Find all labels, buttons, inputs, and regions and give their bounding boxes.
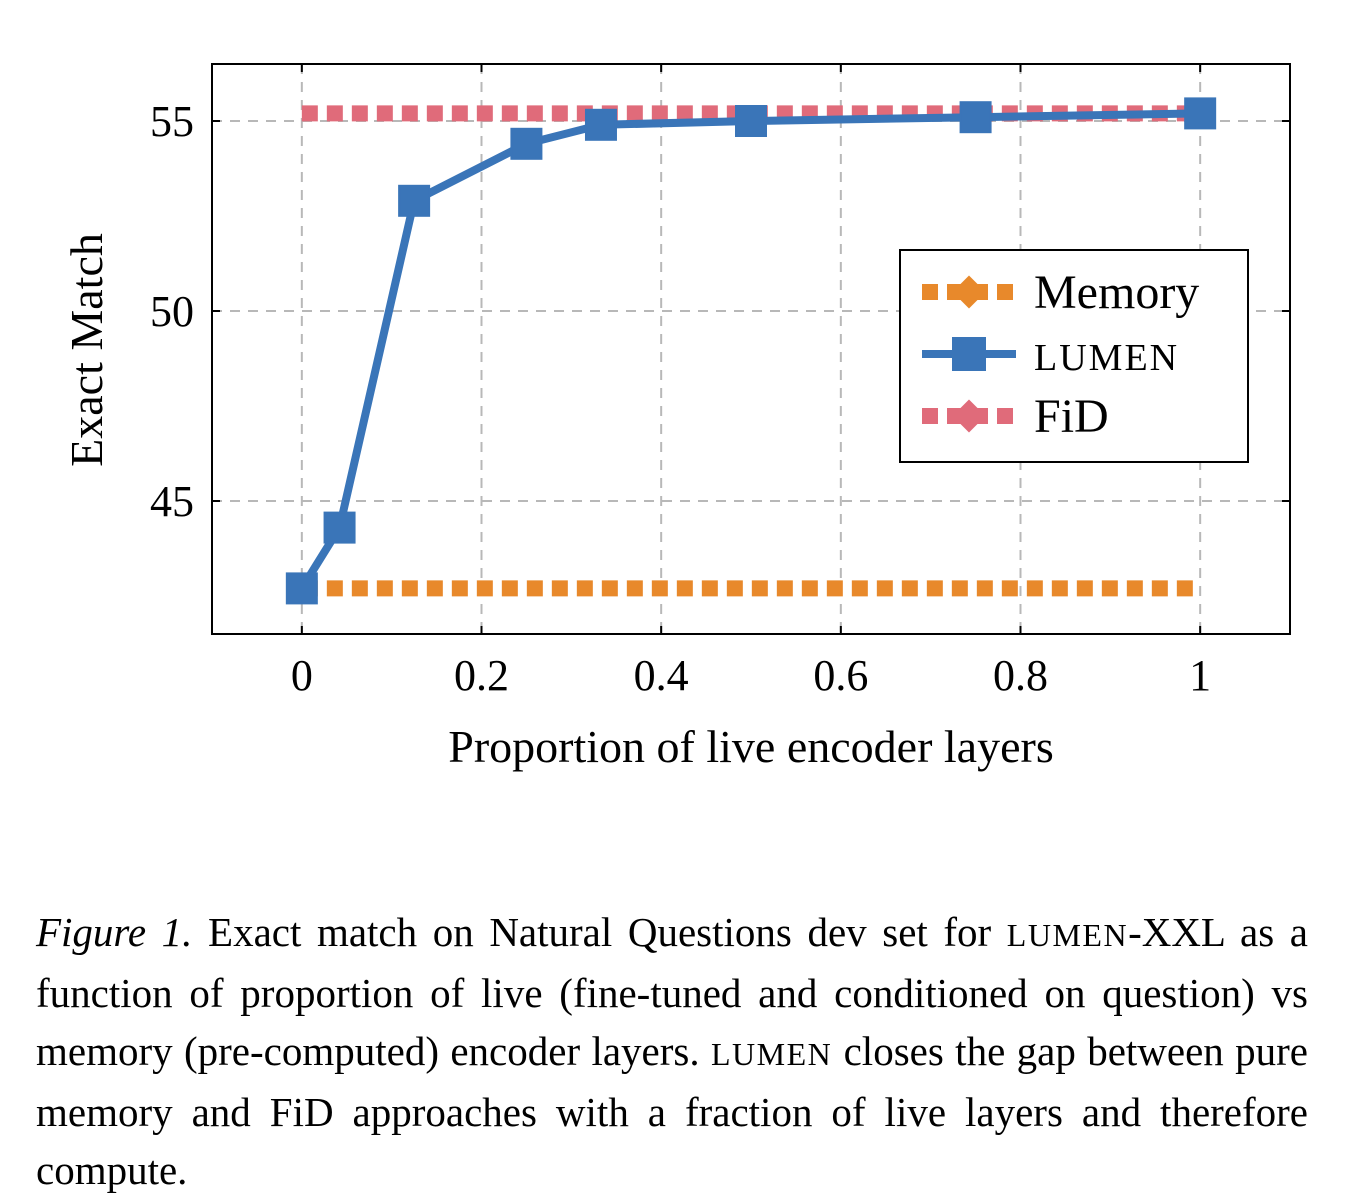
- caption-text-1: Exact match on Natural Questions dev set…: [192, 909, 1007, 955]
- y-tick-label: 45: [150, 477, 194, 526]
- ticks: 0 0.2 0.4 0.6 0.8 1 45 50 55: [150, 64, 1290, 700]
- series-line-lumen: [298, 109, 1201, 591]
- caption-text-2: -XXL as a function of proportion of live…: [36, 909, 1309, 1074]
- x-tick-label: 0: [291, 651, 313, 700]
- x-tick-label: 0.2: [454, 651, 509, 700]
- data-point-lumen: [323, 511, 356, 544]
- legend: Memory LUMEN FiD: [899, 249, 1249, 463]
- legend-entry-lumen: LUMEN: [922, 337, 1179, 379]
- legend-entry-fid: FiD: [922, 390, 1109, 443]
- legend-entry-memory: Memory: [922, 266, 1199, 319]
- data-point-lumen: [1184, 97, 1217, 130]
- y-tick-label: 55: [150, 97, 194, 146]
- caption-lumen-1: LUMEN: [1006, 917, 1129, 953]
- grid: [212, 64, 1290, 634]
- plot-frame: [211, 63, 1291, 635]
- x-axis-label: Proportion of live encoder layers: [448, 721, 1053, 772]
- data-point-lumen: [398, 184, 431, 217]
- caption-figure-label: Figure 1.: [36, 909, 193, 955]
- data-point-lumen: [510, 127, 543, 160]
- chart: 0 0.2 0.4 0.6 0.8 1 45 50 55 Proportion of live …: [61, 63, 1291, 772]
- figure-caption: Figure 1. Exact match on Natural Questio…: [36, 903, 1308, 1199]
- legend-marker-memory: [952, 275, 986, 309]
- legend-marker-fid: [952, 399, 986, 433]
- legend-entries: Memory LUMEN FiD: [922, 266, 1199, 443]
- data-point-lumen: [285, 572, 318, 605]
- x-tick-label: 0.6: [813, 651, 868, 700]
- legend-label-lumen: LUMEN: [1034, 337, 1179, 379]
- legend-label-memory: Memory: [1034, 266, 1199, 319]
- x-tick-label: 0.8: [993, 651, 1048, 700]
- y-tick-label: 50: [150, 287, 194, 336]
- legend-marker-lumen: [952, 337, 986, 371]
- data-point-lumen: [584, 108, 617, 141]
- x-tick-label: 1: [1189, 651, 1211, 700]
- data-point-lumen: [735, 105, 767, 137]
- y-axis-label: Exact Match: [61, 233, 112, 467]
- series-lumen: [285, 97, 1217, 605]
- caption-lumen-2: LUMEN: [710, 1036, 833, 1072]
- series-layer: [285, 97, 1217, 605]
- data-point-lumen: [959, 101, 992, 134]
- x-tick-label: 0.4: [634, 651, 689, 700]
- legend-label-fid: FiD: [1034, 390, 1109, 443]
- caption-text-3: closes the gap between pure memory and F…: [36, 1028, 1309, 1193]
